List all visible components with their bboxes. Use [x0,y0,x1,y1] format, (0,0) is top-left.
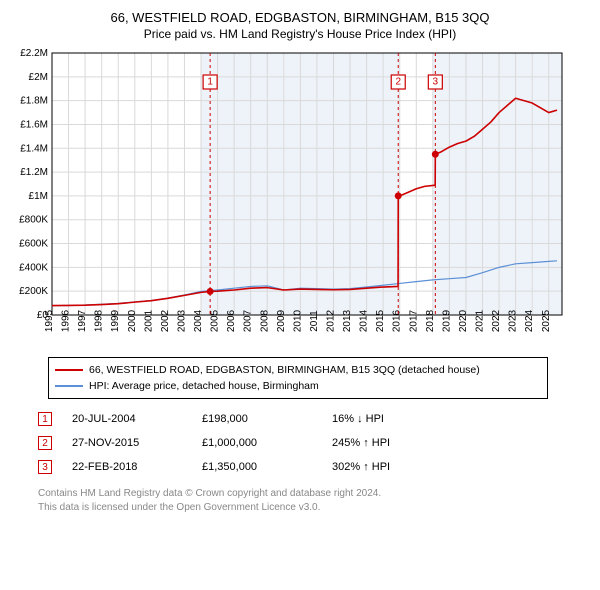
svg-text:2015: 2015 [375,309,386,332]
svg-text:2019: 2019 [441,309,452,332]
legend-row: 66, WESTFIELD ROAD, EDGBASTON, BIRMINGHA… [55,362,541,378]
svg-text:2011: 2011 [309,310,320,332]
svg-text:£2M: £2M [29,72,48,83]
event-delta: 16% ↓ HPI [332,413,462,425]
svg-text:2007: 2007 [243,309,254,332]
svg-text:£2.2M: £2.2M [20,49,48,59]
svg-text:2022: 2022 [491,309,502,332]
svg-text:2000: 2000 [127,309,138,332]
event-row: 1 20-JUL-2004 £198,000 16% ↓ HPI [38,407,558,431]
event-row: 2 27-NOV-2015 £1,000,000 245% ↑ HPI [38,431,558,455]
footer-line-1: Contains HM Land Registry data © Crown c… [38,487,568,501]
svg-text:2024: 2024 [524,309,535,332]
svg-text:1998: 1998 [94,309,105,332]
svg-text:2010: 2010 [292,309,303,332]
chart-container: £0£200K£400K£600K£800K£1M£1.2M£1.4M£1.6M… [8,49,592,349]
svg-text:1999: 1999 [110,309,121,332]
svg-text:£1M: £1M [29,191,48,202]
footer-line-2: This data is licensed under the Open Gov… [38,501,568,515]
event-price: £1,350,000 [202,461,312,473]
svg-text:2012: 2012 [325,309,336,332]
svg-text:2023: 2023 [508,309,519,332]
event-delta: 245% ↑ HPI [332,437,462,449]
event-marker-box: 1 [38,412,52,426]
svg-text:2009: 2009 [276,309,287,332]
svg-text:£1.4M: £1.4M [20,143,48,154]
chart-title: 66, WESTFIELD ROAD, EDGBASTON, BIRMINGHA… [8,10,592,25]
event-marker-box: 3 [38,460,52,474]
chart-subtitle: Price paid vs. HM Land Registry's House … [8,27,592,41]
svg-text:£800K: £800K [19,215,48,226]
svg-text:£1.6M: £1.6M [20,119,48,130]
svg-text:£600K: £600K [19,239,48,250]
event-price: £198,000 [202,413,312,425]
event-row: 3 22-FEB-2018 £1,350,000 302% ↑ HPI [38,455,558,479]
svg-text:2013: 2013 [342,309,353,332]
svg-text:2016: 2016 [392,309,403,332]
svg-text:2008: 2008 [259,309,270,332]
svg-text:2001: 2001 [143,309,154,332]
svg-text:£400K: £400K [19,262,48,273]
svg-text:£1.2M: £1.2M [20,167,48,178]
svg-text:2020: 2020 [458,309,469,332]
svg-text:2: 2 [395,77,401,88]
legend-swatch [55,385,83,387]
event-date: 22-FEB-2018 [72,461,182,473]
price-chart: £0£200K£400K£600K£800K£1M£1.2M£1.4M£1.6M… [8,49,568,349]
event-marker-box: 2 [38,436,52,450]
svg-text:2017: 2017 [408,309,419,332]
svg-text:2014: 2014 [359,309,370,332]
svg-text:2004: 2004 [193,309,204,332]
svg-text:1997: 1997 [77,309,88,332]
svg-text:£1.8M: £1.8M [20,96,48,107]
legend-label: 66, WESTFIELD ROAD, EDGBASTON, BIRMINGHA… [89,364,480,376]
svg-text:2005: 2005 [210,309,221,332]
legend-swatch [55,369,83,371]
legend-label: HPI: Average price, detached house, Birm… [89,380,319,392]
event-price: £1,000,000 [202,437,312,449]
svg-text:£200K: £200K [19,286,48,297]
svg-text:2003: 2003 [176,309,187,332]
events-table: 1 20-JUL-2004 £198,000 16% ↓ HPI 2 27-NOV-201… [38,407,558,479]
svg-text:3: 3 [433,77,439,88]
svg-text:2021: 2021 [475,309,486,332]
svg-text:2025: 2025 [541,309,552,332]
svg-text:2002: 2002 [160,309,171,332]
svg-text:1995: 1995 [44,309,55,332]
svg-text:2006: 2006 [226,309,237,332]
event-date: 20-JUL-2004 [72,413,182,425]
svg-text:1: 1 [207,77,213,88]
footer-attribution: Contains HM Land Registry data © Crown c… [38,487,568,514]
svg-text:1996: 1996 [61,309,72,332]
svg-text:2018: 2018 [425,309,436,332]
event-delta: 302% ↑ HPI [332,461,462,473]
legend-row: HPI: Average price, detached house, Birm… [55,378,541,394]
legend-box: 66, WESTFIELD ROAD, EDGBASTON, BIRMINGHA… [48,357,548,399]
event-date: 27-NOV-2015 [72,437,182,449]
